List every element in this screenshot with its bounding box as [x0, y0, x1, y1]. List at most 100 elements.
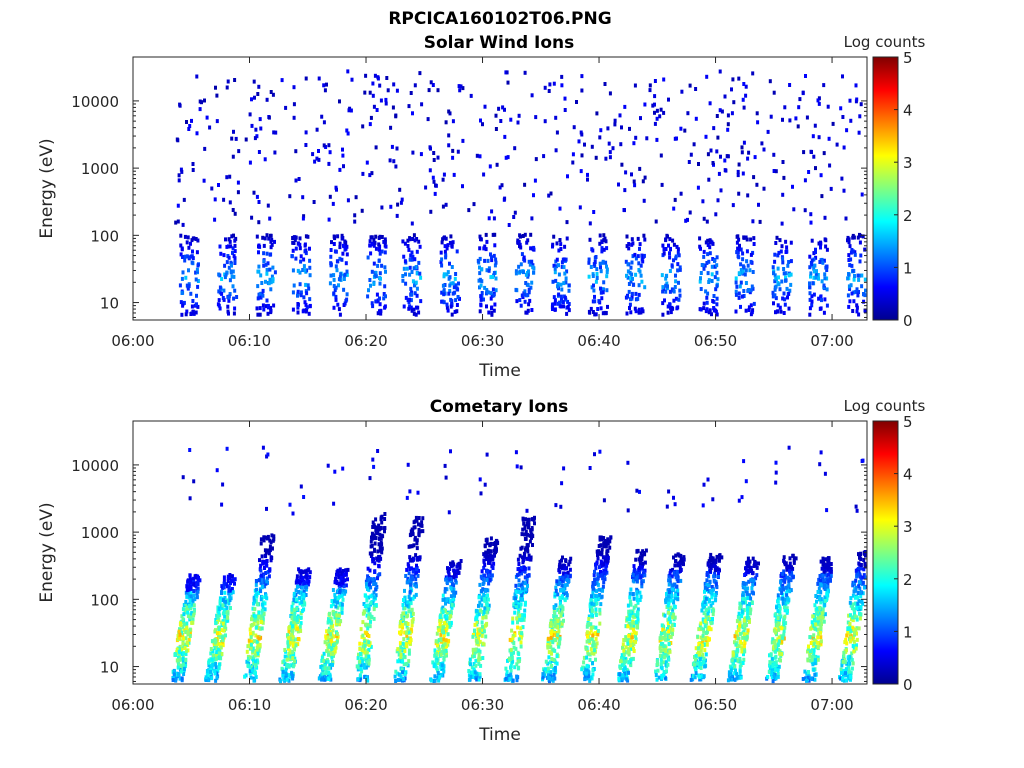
heatmap-cell [381, 534, 385, 539]
heatmap-cell [312, 200, 316, 204]
heatmap-cell [756, 120, 760, 125]
heatmap-cell [517, 562, 521, 566]
heatmap-cell [407, 247, 411, 252]
heatmap-cell [358, 678, 362, 683]
heatmap-cell [231, 208, 235, 212]
heatmap-cell [519, 644, 523, 649]
heatmap-cell [663, 298, 666, 303]
heatmap-cell [179, 651, 183, 656]
heatmap-cell [331, 652, 335, 656]
heatmap-cell [666, 284, 669, 289]
heatmap-cell [226, 579, 230, 584]
heatmap-cell [788, 288, 792, 293]
heatmap-cell [706, 243, 710, 247]
heatmap-cell [628, 613, 632, 618]
heatmap-cell [204, 675, 208, 680]
heatmap-cell [405, 567, 409, 572]
heatmap-cell [343, 301, 347, 306]
heatmap-cell [751, 270, 755, 274]
heatmap-cell [451, 155, 455, 160]
heatmap-cell [529, 285, 533, 290]
heatmap-cell [488, 570, 491, 575]
heatmap-cell [436, 661, 440, 666]
heatmap-cell [863, 308, 867, 313]
heatmap-cell [726, 127, 730, 132]
heatmap-cell [708, 101, 712, 106]
heatmap-cell [666, 304, 670, 309]
heatmap-cell [398, 630, 401, 635]
heatmap-cell [853, 274, 856, 278]
heatmap-cell [449, 586, 453, 591]
heatmap-cell [857, 312, 861, 317]
heatmap-cell [406, 238, 410, 243]
heatmap-cell [435, 652, 439, 656]
heatmap-cell [786, 263, 790, 268]
heatmap-cell [345, 128, 349, 133]
heatmap-cell [506, 658, 509, 663]
heatmap-cell [667, 243, 670, 248]
heatmap-cell [775, 235, 779, 240]
heatmap-cell [256, 284, 260, 289]
heatmap-cell [567, 308, 571, 313]
heatmap-cell [630, 635, 634, 640]
heatmap-cell [713, 258, 716, 263]
heatmap-cell [379, 515, 383, 520]
heatmap-cell [516, 611, 520, 616]
heatmap-cell [252, 595, 256, 600]
heatmap-cell [689, 152, 693, 157]
heatmap-cell [855, 303, 859, 308]
heatmap-cell [399, 652, 403, 657]
heatmap-cell [283, 662, 287, 666]
heatmap-cell [851, 268, 855, 273]
heatmap-cell [184, 658, 188, 663]
heatmap-cell [658, 114, 662, 119]
heatmap-cell [598, 621, 602, 626]
heatmap-cell [261, 620, 265, 625]
heatmap-cell [367, 595, 371, 600]
heatmap-cell [559, 294, 563, 299]
heatmap-cell [415, 518, 419, 523]
heatmap-cell [599, 570, 602, 574]
heatmap-cell [591, 661, 594, 665]
heatmap-cell [228, 573, 232, 577]
heatmap-cell [593, 569, 596, 574]
heatmap-cell [228, 598, 232, 602]
heatmap-cell [174, 220, 178, 225]
heatmap-cell [516, 625, 520, 630]
heatmap-cell [444, 577, 448, 582]
colorbar-tick-label: 4 [903, 102, 913, 120]
heatmap-cell [262, 538, 266, 543]
heatmap-cell [633, 83, 637, 88]
heatmap-cell [478, 672, 482, 677]
heatmap-cell [205, 672, 209, 677]
heatmap-cell [490, 258, 494, 263]
heatmap-cell [737, 237, 741, 242]
heatmap-cell [365, 584, 369, 589]
heatmap-cell [490, 293, 494, 298]
heatmap-cell [196, 263, 200, 268]
heatmap-cell [773, 287, 777, 292]
heatmap-cell [791, 184, 794, 189]
heatmap-cell [707, 310, 711, 315]
heatmap-cell [600, 246, 604, 251]
heatmap-cell [228, 200, 232, 205]
heatmap-cell [482, 592, 486, 597]
heatmap-cell [408, 237, 412, 242]
heatmap-cell [529, 246, 533, 251]
heatmap-cell [374, 517, 378, 522]
heatmap-cell [446, 308, 450, 313]
heatmap-cell [620, 653, 624, 658]
heatmap-cell [268, 233, 272, 238]
heatmap-cell [360, 648, 364, 653]
heatmap-cell [780, 279, 784, 284]
heatmap-cell [479, 118, 482, 123]
heatmap-cell [266, 303, 270, 308]
heatmap-cell [181, 475, 185, 480]
heatmap-cell [258, 117, 262, 122]
heatmap-cell [557, 644, 561, 649]
heatmap-cell [370, 269, 374, 274]
heatmap-cell [272, 303, 276, 308]
heatmap-cell [437, 638, 441, 643]
heatmap-cell [487, 557, 491, 562]
heatmap-cell [513, 592, 517, 597]
